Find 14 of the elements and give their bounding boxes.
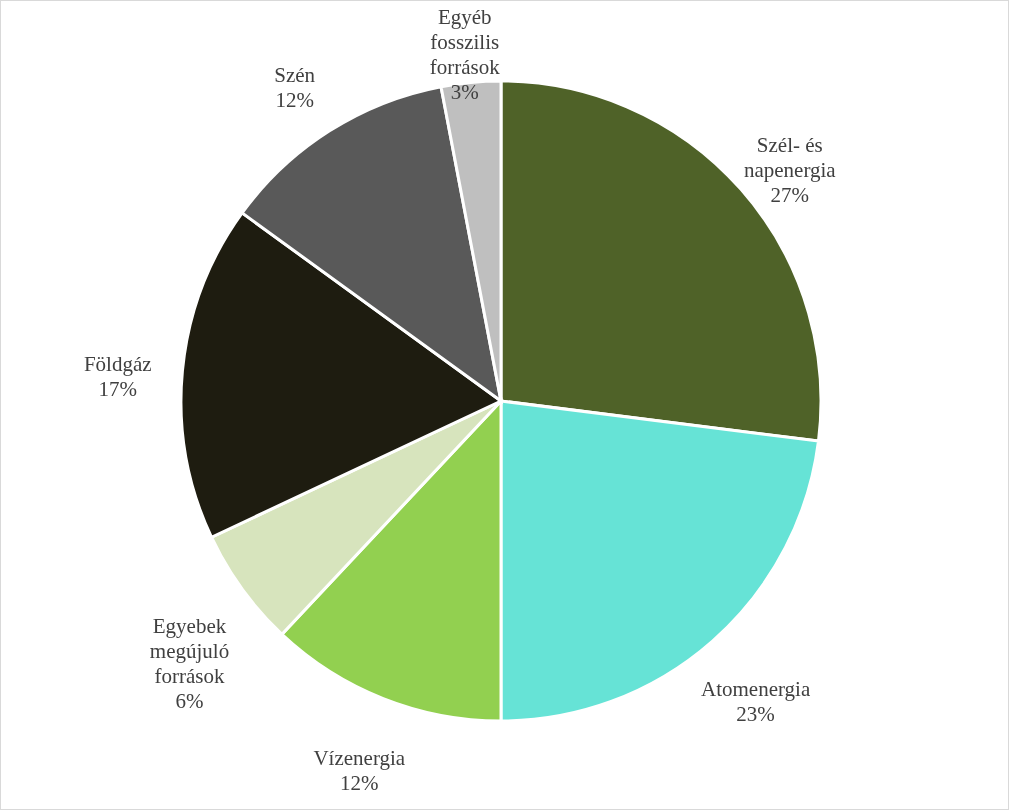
data-label: 12% bbox=[340, 770, 379, 795]
slice-label: Szél- és napenergia bbox=[743, 133, 837, 183]
slice-label: Egyebek megújuló források bbox=[149, 614, 230, 689]
slice-label: Egyéb fosszilis források bbox=[429, 4, 501, 79]
slice-label: Földgáz bbox=[83, 351, 152, 376]
data-label: 23% bbox=[736, 701, 775, 726]
data-label: 27% bbox=[770, 183, 810, 208]
data-label: 12% bbox=[275, 87, 314, 112]
slice-label: Szén bbox=[274, 62, 316, 87]
data-label: 6% bbox=[175, 689, 204, 714]
slice-label: Atomenergia bbox=[700, 676, 811, 701]
slice-label: Vízenergia bbox=[313, 745, 406, 770]
data-label: 17% bbox=[98, 376, 137, 401]
data-label: 3% bbox=[450, 79, 479, 104]
